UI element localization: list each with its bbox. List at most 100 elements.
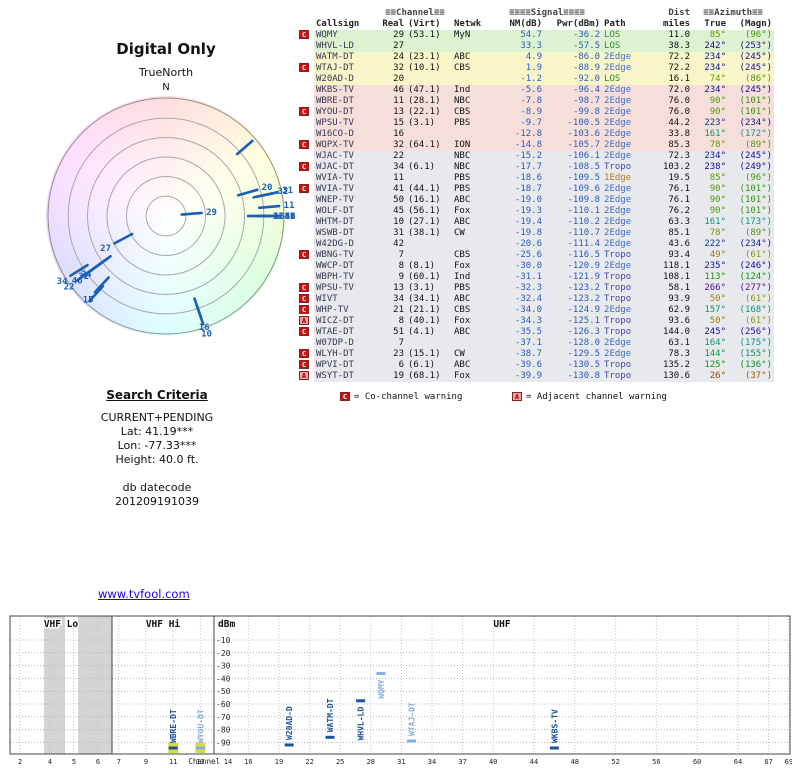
co-channel-warning-badge: C [299, 184, 309, 193]
radar-station-line [113, 232, 134, 245]
co-channel-warning-badge: C [299, 107, 309, 116]
col-miles: miles [662, 19, 691, 29]
radar-station-label: 11 [284, 201, 295, 211]
warning-cell [298, 338, 314, 349]
callsign-cell: WWCP-DT [316, 261, 354, 271]
callsign-cell: W16CO-D [316, 129, 354, 139]
warning-cell [298, 74, 314, 85]
station-level-dash [376, 672, 386, 676]
table-header-row: Callsign Real (Virt) Netwk NM(dB) Pwr(dB… [298, 19, 774, 30]
channel-tick-label: 2 [18, 758, 22, 766]
callsign-cell: WKBS-TV [316, 85, 354, 95]
station-label: WYOU-DT [196, 709, 205, 743]
channel-tick-label: 34 [428, 758, 436, 766]
tvfool-link[interactable]: www.tvfool.com [98, 587, 190, 601]
warning-cell [298, 118, 314, 129]
channel-tick-label: 64 [734, 758, 742, 766]
channel-tick-label: 22 [305, 758, 313, 766]
callsign-cell: WIVT [316, 294, 338, 304]
station-label: WKBS-TV [550, 709, 559, 743]
warning-cell [298, 272, 314, 283]
dbm-tick-label: -60 [216, 700, 231, 709]
legend-co-channel-text: = Co-channel warning [354, 392, 463, 402]
warning-cell: C [298, 107, 314, 118]
band-panel-border [213, 615, 791, 755]
radar-ring [87, 137, 245, 295]
co-channel-warning-badge: C [299, 283, 309, 292]
channel-tick-label: 9 [144, 758, 148, 766]
signal-table-section: ≡≡Channel≡≡ ≡≡≡≡Signal≡≡≡≡ Dist ≡≡Azimut… [298, 8, 778, 382]
criteria-line-mode: CURRENT+PENDING [100, 411, 214, 424]
callsign-cell: WVIA-TV [316, 173, 354, 183]
channel-group-header: ≡≡Channel≡≡ [385, 8, 445, 18]
radar-station-label: 27 [100, 244, 111, 254]
table-row: C WQMY 29 (53.1) MyN 54.7 -36.2 LOS 11.0 85° (96°) [298, 30, 775, 41]
warning-cell: C [298, 349, 314, 360]
co-channel-warning-badge: C [299, 305, 309, 314]
station-label: WQMY [377, 679, 386, 698]
callsign-cell: W07DP-D [316, 338, 354, 348]
radar-station-label: 31 [282, 186, 293, 196]
radar-station-label: 16 [199, 323, 210, 333]
band-label-uhf: UHF [493, 619, 510, 630]
radar-station-label: 50 [285, 212, 296, 222]
radar-ring [126, 176, 206, 256]
table-row: WVIA-TV 11 PBS -18.6 -109.5 1Edge 19.5 85° (96°) [298, 173, 775, 184]
station-label: WATM-DT [326, 698, 335, 732]
warning-cell: A [298, 371, 314, 382]
table-row: C WHP-TV 21 (21.1) CBS -34.0 -124.9 2Edge 62.9 15… [298, 305, 775, 316]
co-channel-warning-badge: C [299, 360, 309, 369]
warning-cell [298, 129, 314, 140]
channel-tick-label: 67 [764, 758, 772, 766]
warning-cell: C [298, 162, 314, 173]
page-title: Digital Only [116, 40, 216, 58]
callsign-cell: WTAJ-DT [316, 63, 354, 73]
table-row: C WPVI-DT 6 (6.1) ABC -39.6 -130.5 Tropo 135.2 12… [298, 360, 775, 371]
table-row: WSWB-DT 31 (38.1) CW -19.8 -110.7 2Edge 85.1 78°… [298, 228, 775, 239]
search-criteria-title: Search Criteria [106, 388, 208, 402]
callsign-cell: WLYH-DT [316, 349, 354, 359]
channel-tick-label: 4 [48, 758, 52, 766]
table-row: W42DG-D 42 -20.6 -111.4 2Edge 43.6 222° (234°) [298, 239, 775, 250]
warning-cell [298, 41, 314, 52]
co-channel-warning-badge: C [299, 140, 309, 149]
callsign-cell: W42DG-D [316, 239, 354, 249]
callsign-cell: WPSU-TV [316, 118, 354, 128]
station-level-dash [325, 735, 335, 739]
callsign-cell: WBPH-TV [316, 272, 354, 282]
radar-north-label: N [162, 82, 170, 93]
table-row: C WQPX-TV 32 (64.1) ION -14.8 -105.7 2Edge 85.3 7… [298, 140, 775, 151]
callsign-cell: WSYT-DT [316, 371, 354, 381]
col-virt: (Virt) [408, 19, 441, 29]
co-channel-warning-badge: C [299, 327, 309, 336]
callsign-cell: WJAC-DT [316, 162, 354, 172]
radar-station-label: 22 [64, 283, 75, 293]
callsign-cell: WBNG-TV [316, 250, 354, 260]
table-row: A WICZ-DT 8 (40.1) Fox -34.3 -125.1 Tropo 93.6 50… [298, 316, 775, 327]
col-netwk: Netwk [454, 19, 482, 29]
station-level-dash [195, 746, 205, 750]
channel-tick-label: 28 [367, 758, 375, 766]
table-row: WHVL-LD 27 33.3 -57.5 LOS 38.3 242° (253°) [298, 41, 775, 52]
table-row: A WSYT-DT 19 (68.1) Fox -39.9 -130.8 Tropo 130.6… [298, 371, 775, 382]
table-row: C WBNG-TV 7 CBS -25.6 -116.5 Tropo 93.4 49° (61°) [298, 250, 775, 261]
radar-station-label: 15 [83, 296, 94, 306]
callsign-cell: WHP-TV [316, 305, 349, 315]
radar-station-line [257, 204, 281, 210]
col-path: Path [604, 19, 626, 29]
callsign-cell: WNEP-TV [316, 195, 354, 205]
warning-cell [298, 239, 314, 250]
col-true: True [704, 19, 727, 29]
table-row: WOLF-DT 45 (56.1) Fox -19.3 -110.1 2Edge 76.2 90… [298, 206, 775, 217]
station-level-dash [284, 743, 294, 747]
co-channel-warning-badge: C [299, 250, 309, 259]
table-row: C WYOU-DT 13 (22.1) CBS -8.9 -99.8 2Edge 76.0 90°… [298, 107, 775, 118]
dbm-tick-label: -30 [216, 662, 231, 671]
callsign-cell: WQMY [316, 30, 338, 40]
col-real: Real [382, 19, 404, 29]
channel-tick-label: 52 [611, 758, 619, 766]
radar-ring [67, 117, 265, 315]
legend-adjacent: A = Adjacent channel warning [512, 392, 667, 402]
callsign-cell: WPVI-DT [316, 360, 354, 370]
table-row: C WJAC-DT 34 (6.1) NBC -17.7 -108.5 Tropo 103.2 2… [298, 162, 775, 173]
